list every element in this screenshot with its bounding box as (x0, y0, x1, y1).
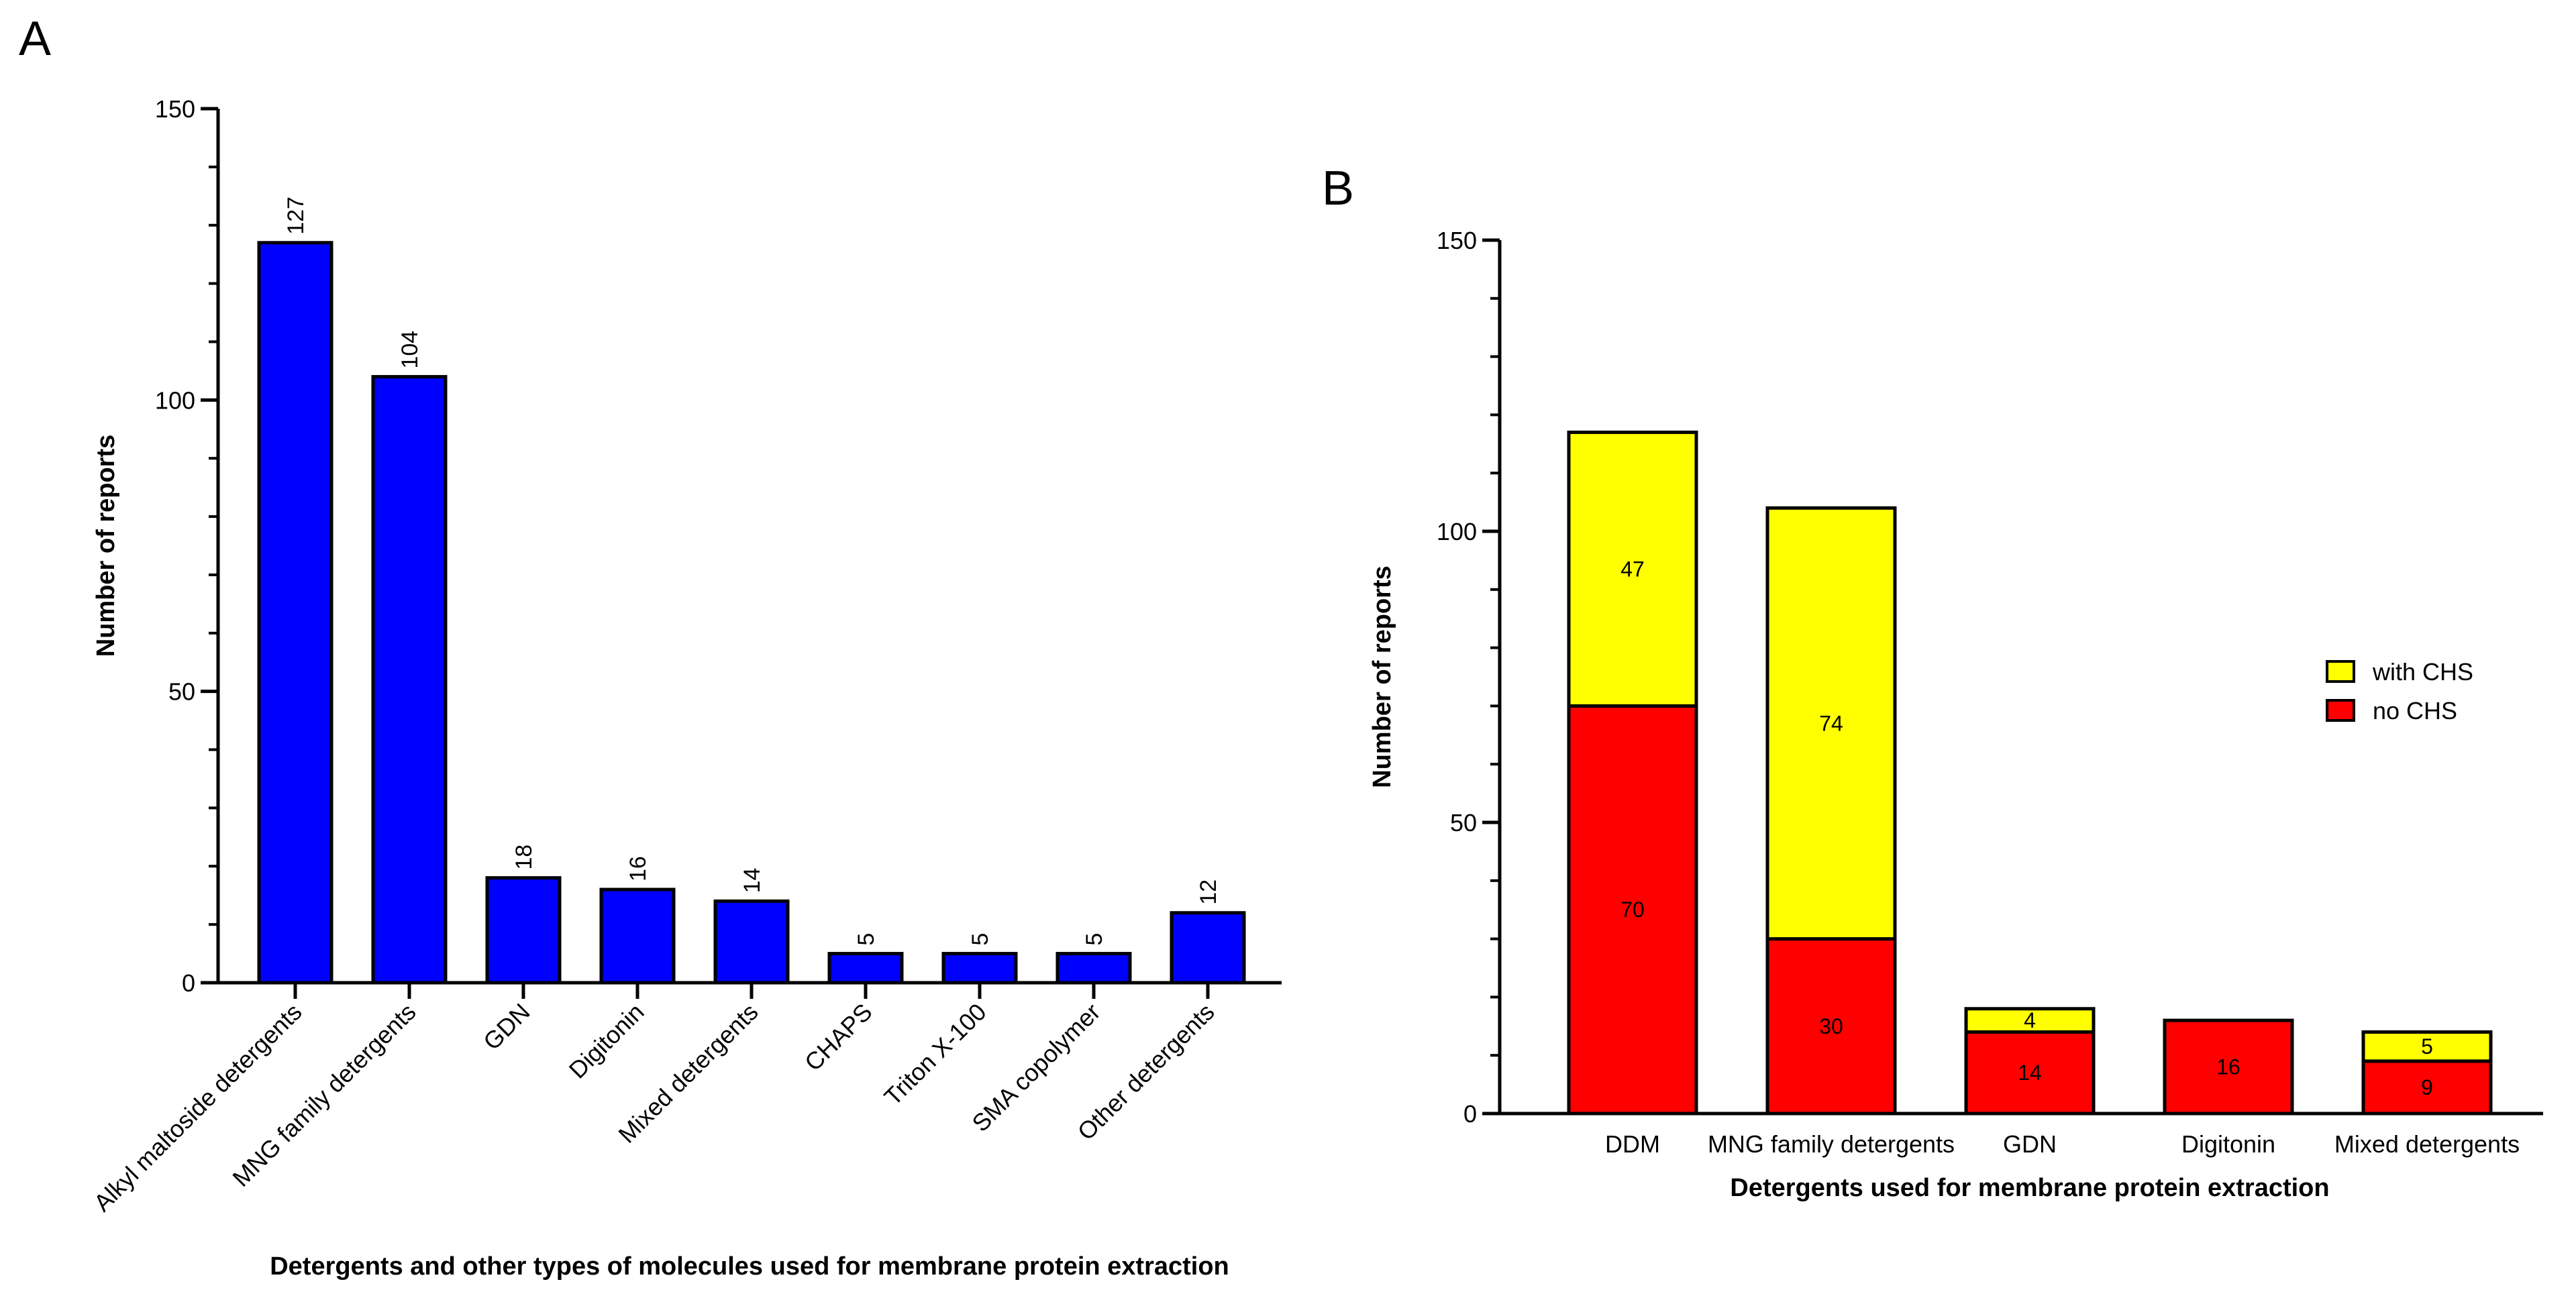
panel-b-letter: B (1322, 162, 1354, 215)
y-tick-label: 0 (182, 969, 195, 997)
bar-segment-mixed-detergents-with-chs (2361, 1030, 2493, 1063)
legend-swatch-with-chs (2326, 660, 2355, 683)
x-tick-label: Triton X-100 (879, 998, 992, 1111)
legend-swatch-no-chs (2326, 699, 2355, 722)
bar-digitonin (599, 887, 676, 985)
legend-label-no-chs: no CHS (2373, 697, 2457, 724)
segment-value-label: 30 (1819, 1014, 1843, 1038)
bar-segment-gdn-with-chs (1964, 1007, 2096, 1034)
y-tick-label: 150 (155, 95, 195, 123)
segment-value-label: 74 (1819, 711, 1843, 735)
x-tick-label: Digitonin (564, 998, 650, 1084)
x-axis-title: Detergents used for membrane protein ext… (1730, 1174, 2329, 1202)
y-tick-label: 50 (1450, 809, 1477, 836)
bar-gdn (485, 876, 562, 985)
segment-value-label: 5 (2421, 1034, 2433, 1059)
segment-value-label: 47 (1620, 557, 1645, 581)
bar-mixed-detergents (713, 899, 790, 985)
data-label: 12 (1196, 879, 1221, 905)
bar-triton-x-100 (941, 952, 1018, 985)
x-tick-label: GDN (2003, 1130, 2057, 1158)
legend: with CHS no CHS (2326, 658, 2473, 724)
segment-value-label: 14 (2018, 1061, 2042, 1085)
data-label: 18 (511, 845, 537, 870)
bar-segment-ddm-with-chs (1567, 430, 1698, 708)
bar-alkyl-maltoside-detergents (257, 241, 333, 985)
y-axis-title: Number of reports (92, 435, 120, 657)
y-tick-label: 100 (1437, 518, 1477, 545)
bar-sma-copolymer (1055, 952, 1132, 985)
y-tick-label: 150 (1437, 227, 1477, 254)
x-tick-label: MNG family detergents (227, 998, 421, 1192)
x-tick-label: Alkyl maltoside detergents (89, 998, 307, 1217)
bar-segment-digitonin-no-chs (2163, 1018, 2294, 1116)
x-tick-label: Digitonin (2181, 1130, 2275, 1158)
data-label: 5 (1082, 933, 1107, 946)
bar-segment-ddm-no-chs (1567, 704, 1698, 1116)
bar-other-detergents (1170, 911, 1246, 985)
data-label: 5 (854, 933, 879, 946)
x-tick-label: DDM (1605, 1130, 1660, 1158)
segment-value-label: 16 (2216, 1055, 2240, 1079)
x-tick-label: MNG family detergents (1708, 1130, 1955, 1158)
legend-label-with-chs: with CHS (2372, 658, 2473, 686)
x-tick-label: Mixed detergents (2334, 1130, 2520, 1158)
data-label: 5 (968, 933, 993, 946)
chart-a: 0 50 100 150 127 Alkyl maltoside detergents 10… (89, 95, 1282, 1281)
data-label: 127 (283, 197, 309, 235)
y-axis-title: Number of reports (1368, 565, 1396, 788)
segment-value-label: 70 (1620, 898, 1645, 922)
x-tick-label: GDN (478, 998, 535, 1056)
y-tick-label: 0 (1463, 1100, 1477, 1128)
panel-a-letter: A (19, 12, 51, 66)
y-tick-label: 50 (168, 678, 195, 706)
bar-mng-family-detergents (371, 375, 448, 985)
bar-chaps (827, 952, 904, 985)
x-tick-label: CHAPS (799, 998, 878, 1077)
x-axis-title: Detergents and other types of molecules … (270, 1252, 1229, 1281)
y-tick-label: 100 (155, 386, 195, 414)
segment-value-label: 4 (2024, 1008, 2036, 1032)
data-label: 104 (397, 331, 423, 369)
data-label: 14 (739, 868, 765, 894)
bar-segment-mng-family-detergents-no-chs (1765, 937, 1897, 1116)
bar-segment-mng-family-detergents-with-chs (1765, 506, 1897, 941)
bar-segment-gdn-no-chs (1964, 1030, 2096, 1116)
data-label: 16 (625, 856, 651, 881)
segment-value-label: 9 (2421, 1075, 2433, 1099)
chart-b: 0 50 100 150 70 47 DDM 30 74 MNG family detergent… (1368, 227, 2543, 1202)
